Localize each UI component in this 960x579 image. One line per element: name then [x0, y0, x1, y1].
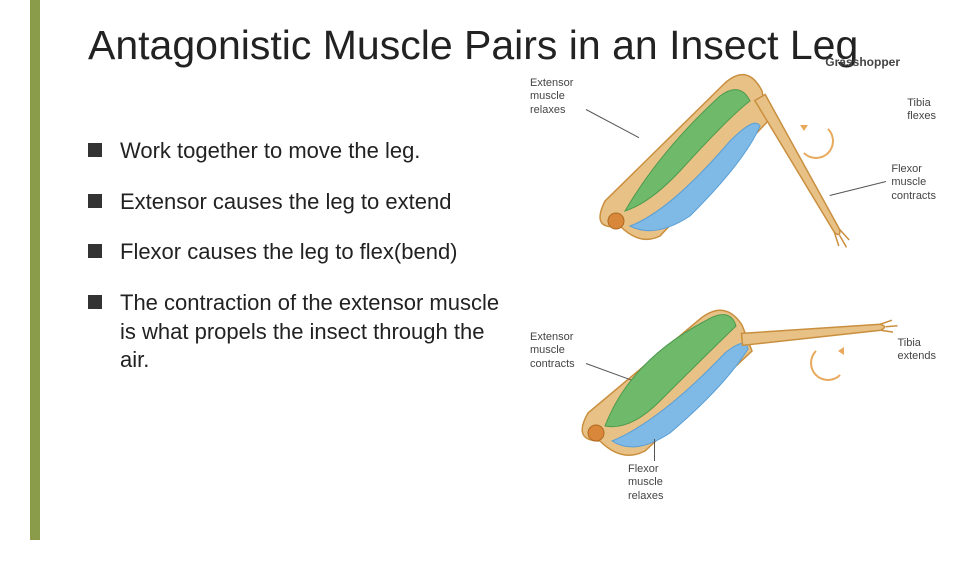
diagram-flexed: Extensor muscle relaxes Tibia flexes Fle…	[530, 61, 940, 271]
accent-bar	[30, 0, 40, 540]
square-bullet-icon	[88, 143, 102, 157]
flexor-label: Flexor muscle relaxes	[628, 463, 663, 503]
tibia-group	[741, 320, 897, 346]
femur-group	[600, 75, 768, 240]
slide-content: Antagonistic Muscle Pairs in an Insect L…	[88, 22, 940, 520]
extensor-label: Extensor muscle relaxes	[530, 77, 573, 117]
tibia-group	[755, 95, 852, 251]
square-bullet-icon	[88, 244, 102, 258]
motion-arrow-icon	[798, 123, 834, 159]
femur-group	[582, 310, 752, 455]
bullet-text: Extensor causes the leg to extend	[120, 188, 451, 217]
leg-flexed-svg	[530, 61, 900, 271]
list-item: The contraction of the extensor muscle i…	[88, 289, 518, 375]
square-bullet-icon	[88, 194, 102, 208]
leader-line	[654, 439, 655, 461]
extensor-label: Extensor muscle contracts	[530, 331, 575, 371]
leg-extended-svg	[530, 291, 900, 501]
bullet-text: Flexor causes the leg to flex(bend)	[120, 238, 458, 267]
bullet-text: The contraction of the extensor muscle i…	[120, 289, 518, 375]
tibia-label: Tibia extends	[897, 337, 936, 363]
diagram-panel: Grasshopper	[530, 119, 940, 579]
list-item: Work together to move the leg.	[88, 137, 518, 166]
body-row: Work together to move the leg. Extensor …	[88, 119, 940, 579]
square-bullet-icon	[88, 295, 102, 309]
tibia-label: Tibia flexes	[907, 97, 936, 123]
bullet-list: Work together to move the leg. Extensor …	[88, 119, 518, 579]
list-item: Flexor causes the leg to flex(bend)	[88, 238, 518, 267]
flexor-label: Flexor muscle contracts	[891, 163, 936, 203]
list-item: Extensor causes the leg to extend	[88, 188, 518, 217]
diagram-extended: Extensor muscle contracts Tibia extends …	[530, 291, 940, 501]
bullet-text: Work together to move the leg.	[120, 137, 420, 166]
motion-arrow-icon	[810, 345, 846, 381]
